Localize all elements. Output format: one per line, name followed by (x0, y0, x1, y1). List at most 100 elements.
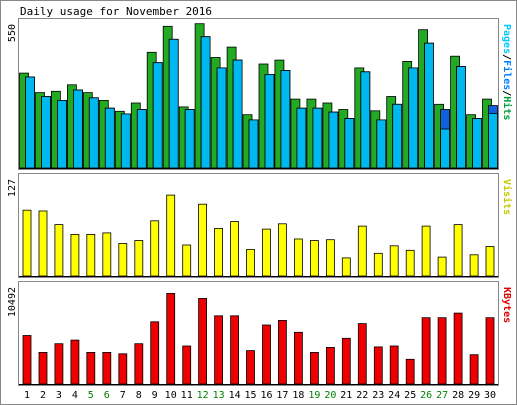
bar-kbytes-kbytes-19 (309, 351, 319, 385)
legend-hits: Pages/Files/Hits (501, 24, 513, 120)
legend-item-hits-2: Files (501, 60, 513, 90)
bar-visits-visits-20 (325, 239, 335, 277)
legend-item-kbytes-0: KBytes (501, 287, 512, 323)
bar-kbytes-kbytes-12 (198, 297, 208, 385)
bar-visits-visits-18 (293, 238, 303, 277)
x-tick-label-30: 30 (484, 390, 496, 401)
bar-kbytes-kbytes-11 (182, 345, 192, 385)
x-tick-label-16: 16 (260, 390, 272, 401)
bar-hits-pages-18 (296, 107, 307, 169)
bar-hits-pages-16 (264, 74, 275, 169)
x-tick-label-29: 29 (468, 390, 480, 401)
bar-hits-pages-17 (280, 70, 291, 169)
bar-hits-pages-4 (73, 89, 83, 169)
bar-hits-pages-12 (200, 36, 211, 169)
bar-visits-visits-9 (150, 220, 160, 277)
bar-visits-visits-26 (421, 225, 431, 277)
x-tick-label-22: 22 (356, 390, 368, 401)
bar-hits-pages-5 (88, 97, 99, 169)
legend-visits: Visits (501, 179, 513, 215)
bar-visits-visits-6 (102, 232, 112, 277)
x-tick-label-18: 18 (292, 390, 304, 401)
bar-visits-visits-10 (166, 194, 176, 277)
x-tick-label-27: 27 (436, 390, 448, 401)
bar-visits-visits-22 (357, 225, 367, 277)
bar-kbytes-kbytes-24 (389, 345, 399, 385)
bar-visits-visits-27 (437, 256, 447, 277)
bar-visits-visits-29 (469, 254, 479, 277)
panel-frame-kbytes (18, 281, 499, 386)
x-tick-label-7: 7 (120, 390, 126, 401)
x-tick-label-23: 23 (372, 390, 384, 401)
bar-hits-pages-24 (392, 103, 403, 169)
bar-hits-pages-27 (440, 128, 451, 169)
bar-visits-visits-3 (54, 224, 64, 277)
legend-item-hits-1: / (501, 54, 512, 60)
x-tick-label-12: 12 (197, 390, 209, 401)
bar-visits-visits-4 (70, 233, 80, 277)
bar-kbytes-kbytes-20 (325, 346, 335, 385)
bar-visits-visits-5 (86, 233, 96, 277)
bar-kbytes-kbytes-2 (38, 351, 48, 385)
x-tick-label-4: 4 (72, 390, 78, 401)
bar-kbytes-kbytes-7 (118, 353, 128, 385)
x-tick-label-19: 19 (308, 390, 320, 401)
panel-frame-visits (18, 173, 499, 278)
y-max-label-visits: 127 (7, 179, 18, 197)
bar-visits-visits-12 (198, 203, 208, 277)
bar-hits-pages-25 (408, 67, 419, 169)
x-tick-label-5: 5 (88, 390, 94, 401)
bar-hits-pages-15 (248, 119, 259, 169)
bar-hits-pages-9 (152, 62, 163, 169)
bar-kbytes-kbytes-15 (246, 350, 255, 385)
legend-item-hits-4: Hits (501, 96, 513, 120)
x-tick-label-15: 15 (244, 390, 256, 401)
x-tick-label-14: 14 (229, 390, 241, 401)
x-tick-label-10: 10 (165, 390, 177, 401)
bar-kbytes-kbytes-5 (86, 351, 96, 385)
bar-kbytes-kbytes-9 (150, 321, 160, 385)
bar-hits-pages-11 (184, 109, 195, 169)
bar-hits-pages-22 (360, 71, 371, 169)
legend-item-hits-3: / (501, 90, 512, 96)
bar-kbytes-kbytes-27 (437, 317, 447, 385)
bar-visits-visits-11 (182, 244, 192, 277)
legend-item-visits-0: Visits (501, 179, 513, 215)
bar-kbytes-kbytes-10 (166, 292, 176, 385)
bar-hits-pages-19 (312, 107, 323, 169)
bar-visits-visits-15 (246, 249, 255, 277)
x-tick-label-21: 21 (340, 390, 352, 401)
bar-kbytes-kbytes-29 (469, 354, 479, 385)
bar-kbytes-kbytes-23 (373, 346, 383, 385)
bar-kbytes-kbytes-26 (421, 317, 431, 385)
x-tick-label-28: 28 (452, 390, 464, 401)
bar-hits-pages-7 (120, 113, 131, 169)
bar-kbytes-kbytes-1 (22, 335, 32, 385)
bar-visits-visits-21 (341, 257, 351, 277)
x-tick-label-25: 25 (404, 390, 416, 401)
bar-hits-pages-13 (216, 67, 227, 169)
chart-title: Daily usage for November 2016 (20, 5, 212, 18)
bar-visits-visits-16 (262, 228, 271, 277)
bar-kbytes-kbytes-16 (262, 324, 271, 385)
bar-hits-pages-10 (168, 38, 179, 169)
bar-visits-visits-1 (22, 209, 32, 277)
bar-kbytes-kbytes-17 (277, 319, 287, 385)
bar-kbytes-kbytes-14 (230, 315, 240, 385)
x-tick-label-26: 26 (420, 390, 432, 401)
x-tick-label-2: 2 (40, 390, 46, 401)
bar-hits-pages-20 (328, 111, 339, 169)
x-tick-label-24: 24 (388, 390, 400, 401)
bar-kbytes-kbytes-30 (485, 317, 495, 385)
bar-hits-pages-29 (472, 118, 483, 169)
bar-visits-visits-14 (230, 221, 240, 277)
bar-visits-visits-13 (214, 227, 224, 277)
y-max-label-hits: 550 (7, 24, 18, 42)
x-tick-label-8: 8 (136, 390, 142, 401)
x-tick-label-9: 9 (152, 390, 158, 401)
bar-hits-pages-26 (424, 42, 435, 169)
x-tick-label-17: 17 (276, 390, 288, 401)
bar-visits-visits-28 (453, 224, 463, 277)
